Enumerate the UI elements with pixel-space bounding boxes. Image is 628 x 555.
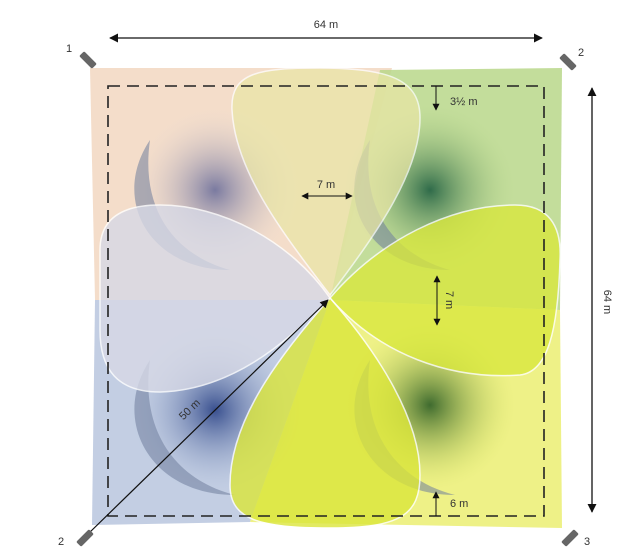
lobe-top [231, 67, 421, 297]
camera-icon [79, 51, 97, 69]
camera-icon [561, 529, 579, 547]
crescent-top-right [354, 140, 450, 270]
coverage-lobes [99, 67, 561, 529]
camera-label-top-left: 1 [66, 43, 72, 55]
dashed-boundary [107, 85, 545, 517]
camera-bottom-left: 2 [58, 529, 94, 548]
camera-icon [76, 529, 94, 547]
height-label: 64 m [601, 290, 613, 314]
camera-bottom-right: 3 [561, 529, 590, 548]
top-margin-dimension: 3½ m [432, 86, 478, 111]
camera-label-top-right: 2 [578, 47, 584, 59]
crescent-bottom-left [134, 360, 235, 495]
lobe-bottom [229, 296, 421, 529]
bottom-margin-label: 6 m [450, 498, 468, 510]
center-gap-vertical: 7 m [433, 275, 455, 326]
diagonal-arrow [87, 299, 329, 535]
camera-label-bottom-right: 3 [584, 536, 590, 548]
bottom-margin-dimension: 6 m [432, 491, 468, 516]
cameras: 1 2 2 3 [58, 43, 590, 548]
width-dimension: 64 m [109, 19, 543, 43]
center-gap-horizontal: 7 m [301, 179, 353, 200]
center-gap-vertical-label: 7 m [443, 291, 455, 309]
center-gap-horizontal-label: 7 m [317, 179, 335, 191]
width-label: 64 m [314, 19, 338, 31]
camera-label-bottom-left: 2 [58, 536, 64, 548]
lobe-right [329, 204, 561, 377]
top-margin-label: 3½ m [450, 96, 478, 108]
camera-top-right: 2 [559, 47, 584, 71]
camera-icon [559, 53, 577, 71]
height-dimension: 64 m [587, 87, 613, 513]
camera-top-left: 1 [66, 43, 97, 69]
